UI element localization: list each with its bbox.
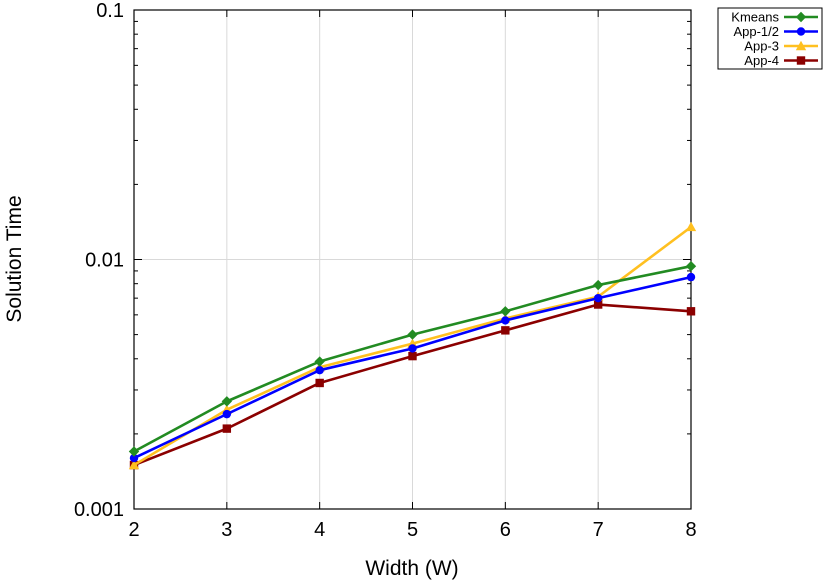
series-kmeans (128, 261, 697, 457)
data-point-kmeans (314, 356, 325, 367)
legend-marker-app-1-2 (796, 27, 806, 36)
series-layer (128, 221, 697, 470)
y-axis: 0.001 0.01 0.1 (74, 0, 691, 521)
legend-label-app-3: App-3 (744, 39, 779, 54)
series-app-4 (129, 300, 696, 470)
data-point-app-4 (222, 424, 232, 433)
series-app-1-2 (129, 272, 696, 463)
legend-marker-app-4 (796, 56, 806, 65)
x-tick-label: 7 (593, 519, 604, 541)
x-axis-title: Width (W) (365, 557, 458, 580)
grid-lines (134, 10, 691, 509)
legend-label-app-1-2: App-1/2 (733, 24, 779, 39)
data-point-app-1-2 (222, 409, 232, 419)
data-point-kmeans (500, 306, 511, 317)
data-point-kmeans (407, 329, 418, 340)
data-point-app-1-2 (129, 453, 139, 463)
x-axis: 2 3 4 5 6 7 8 (128, 10, 697, 541)
data-point-kmeans (221, 396, 233, 407)
x-tick-label: 3 (221, 519, 232, 541)
legend-marker-app-3 (795, 40, 807, 51)
legend-marker-kmeans (795, 11, 807, 23)
y-tick-label: 0.001 (74, 499, 124, 521)
y-axis-title: Solution Time (3, 195, 26, 322)
x-tick-label: 8 (685, 519, 696, 541)
legend-label-app-4: App-4 (744, 53, 779, 68)
data-point-app-1-2 (686, 272, 696, 282)
data-point-app-4 (686, 307, 696, 316)
data-point-kmeans (592, 279, 604, 291)
minor-ticks (134, 20, 691, 435)
data-point-app-3 (685, 221, 697, 232)
legend-label-kmeans: Kmeans (731, 10, 779, 25)
data-point-app-4 (315, 378, 324, 388)
data-point-kmeans (128, 446, 140, 457)
y-tick-label: 0.01 (85, 250, 124, 272)
data-point-app-3 (128, 459, 140, 470)
data-point-app-1-2 (315, 366, 324, 375)
data-point-app-1-2 (593, 293, 603, 303)
data-point-app-4 (593, 300, 603, 309)
data-point-app-4 (501, 326, 510, 335)
x-tick-label: 5 (407, 519, 418, 541)
data-point-kmeans (685, 261, 697, 272)
data-point-app-4 (408, 351, 417, 361)
x-tick-label: 4 (314, 519, 325, 541)
x-tick-label: 2 (128, 519, 139, 541)
data-point-app-1-2 (501, 316, 510, 325)
data-point-app-1-2 (408, 344, 417, 353)
x-tick-label: 6 (500, 519, 511, 541)
y-tick-label: 0.1 (96, 0, 124, 22)
